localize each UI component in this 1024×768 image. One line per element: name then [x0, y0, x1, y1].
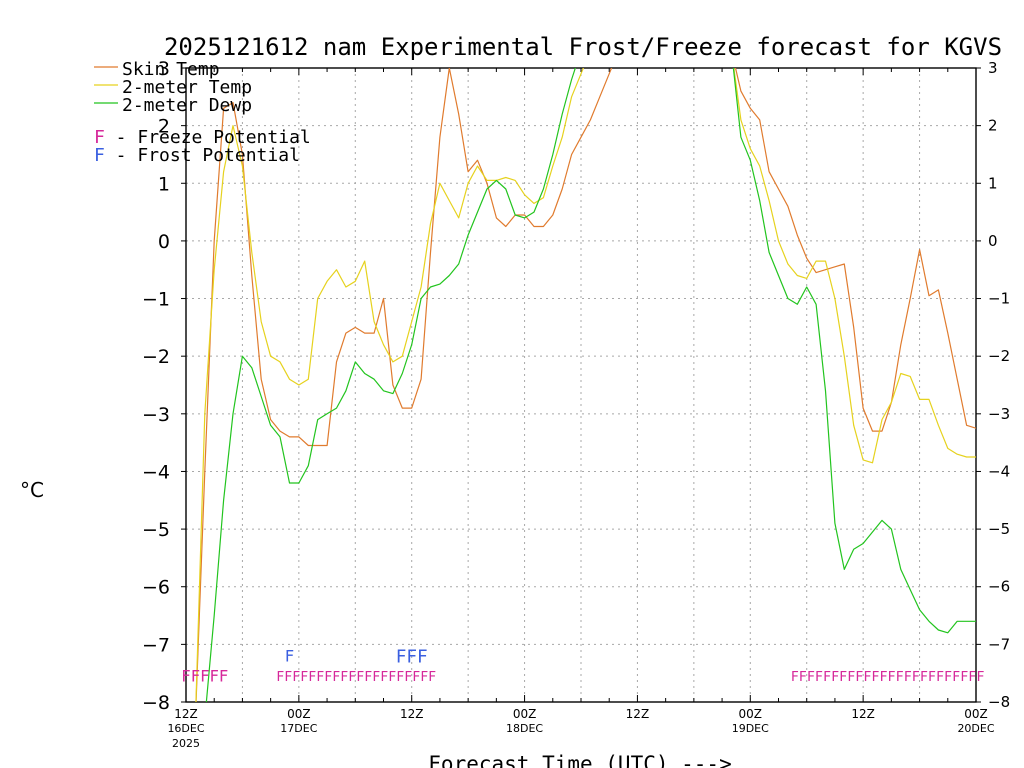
y-tick-label: −8	[142, 692, 170, 714]
grid-lines	[186, 68, 976, 702]
frost-potential-marker: F	[285, 647, 294, 666]
legend-marker-text: - Frost Potential	[105, 145, 300, 166]
y-axis-label: °C	[20, 478, 44, 502]
legend-label-2-meter-dewp: 2-meter Dewp	[122, 95, 252, 116]
y-tick-label-right: 0	[988, 232, 998, 250]
frost-potential-marker: FFF	[396, 646, 428, 667]
x-tick-date: 19DEC	[732, 722, 769, 735]
x-tick-label: 12Z	[626, 707, 650, 721]
x-tick-date: 16DEC	[167, 722, 204, 735]
freeze-potential-marker: FFFFFFFFFFFFFFFFFFFF	[276, 670, 436, 685]
y-tick-label-right: −3	[988, 405, 1010, 423]
y-tick-label: −5	[142, 519, 170, 541]
x-tick-label: 00Z	[287, 707, 311, 721]
x-axis-label: Forecast Time (UTC) --->	[428, 752, 731, 768]
x-tick-label: 12Z	[400, 707, 424, 721]
x-tick-label: 00Z	[739, 707, 763, 721]
y-tick-label-right: −5	[988, 520, 1010, 538]
freeze-potential-marker: FFFFFFFFFFFFFFFFFFFFFFFF	[791, 669, 985, 685]
plot-frame	[185, 67, 977, 703]
y-tick-label: −4	[142, 461, 170, 483]
axes: −8 −8 −7 −7 −6 −6 −5 −5 −4 −4 −3 −3 −2 −2 −1 −1 0 0 1 1 2 2 3 3…	[142, 58, 1010, 750]
legend-label-2-meter-temp: 2-meter Temp	[122, 77, 252, 98]
y-tick-label-right: 1	[988, 174, 998, 192]
x-tick-date: 20DEC	[957, 722, 994, 735]
potential-markers: FFFFF FFFFFFFFFFFFFFFFFFFF FFFFFFFFFFFFFFF…	[181, 646, 984, 685]
chart-title: 2025121612 nam Experimental Frost/Freeze…	[164, 33, 1002, 61]
y-tick-label: 0	[158, 231, 170, 253]
y-tick-label: −1	[142, 289, 170, 311]
y-tick-label: −2	[142, 346, 170, 368]
legend-marker-glyph: F	[94, 145, 105, 166]
series-line-skin-temp	[195, 68, 976, 702]
legend-marker-entry: F - Frost Potential	[94, 145, 300, 166]
y-tick-label: 2	[158, 116, 170, 138]
y-tick-label-right: −7	[988, 635, 1010, 653]
legend-label-skin-temp: Skin Temp	[122, 59, 220, 80]
y-tick-label-right: −1	[988, 290, 1010, 308]
legend-marker-text: - Freeze Potential	[105, 127, 311, 148]
legend-marker-glyph: F	[94, 127, 105, 148]
y-tick-label: −3	[142, 404, 170, 426]
y-tick-label: 1	[158, 173, 170, 195]
y-tick-label-right: 3	[988, 59, 998, 77]
x-tick-label: 00Z	[513, 707, 537, 721]
y-tick-label-right: −8	[988, 693, 1010, 711]
x-tick-label: 12Z	[851, 707, 875, 721]
legend-marker-entry: F - Freeze Potential	[94, 127, 311, 148]
y-tick-label-right: 2	[988, 117, 998, 135]
series-line-2-meter-temp	[195, 68, 976, 702]
y-tick-label: −6	[142, 577, 170, 599]
y-tick-label: 3	[158, 58, 170, 80]
x-tick-date: 17DEC	[280, 722, 317, 735]
freeze-potential-marker: FFFFF	[181, 667, 228, 686]
y-tick-label-right: −6	[988, 578, 1010, 596]
series-line-2-meter-dewp	[205, 68, 976, 702]
data-series	[195, 68, 976, 702]
x-tick-label: 12Z	[174, 707, 198, 721]
y-tick-label-right: −4	[988, 462, 1010, 480]
x-tick-year: 2025	[172, 737, 200, 750]
y-tick-label-right: −2	[988, 347, 1010, 365]
x-tick-label: 00Z	[964, 707, 988, 721]
y-tick-label: −7	[142, 634, 170, 656]
x-tick-date: 18DEC	[506, 722, 543, 735]
